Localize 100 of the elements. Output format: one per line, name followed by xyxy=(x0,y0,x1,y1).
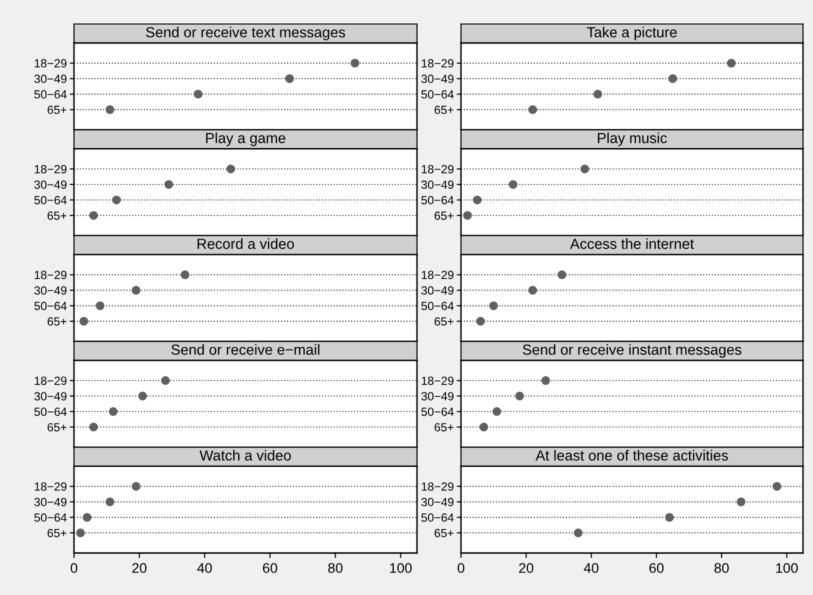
point xyxy=(558,270,566,280)
point xyxy=(76,528,85,538)
point xyxy=(350,58,360,68)
y-tick-label: 65+ xyxy=(48,423,66,432)
chart-title: Take a picture xyxy=(586,26,677,40)
point xyxy=(665,512,674,522)
y-tick-label: 65+ xyxy=(48,106,66,114)
y-tick-label: 50−64 xyxy=(34,513,67,522)
point xyxy=(132,286,140,295)
y-tick-label: 18−29 xyxy=(34,164,66,174)
chart-title: Play a game xyxy=(206,132,286,146)
y-tick-label: 18−29 xyxy=(422,270,454,280)
chart-title: Record a video xyxy=(198,238,294,250)
x-tick-label: 20 xyxy=(132,563,147,573)
point xyxy=(463,211,472,220)
point xyxy=(89,422,98,432)
x-tick-label: 20 xyxy=(519,563,534,573)
y-tick-label: 30−49 xyxy=(421,392,454,400)
x-tick-label: 40 xyxy=(584,563,598,573)
y-tick-label: 65+ xyxy=(434,106,454,114)
y-tick-label: 18−29 xyxy=(422,164,454,174)
point xyxy=(96,301,105,310)
y-tick-label: 30−49 xyxy=(421,286,454,295)
y-tick-label: 30−49 xyxy=(34,392,66,400)
y-tick-label: 30−49 xyxy=(34,180,66,189)
y-tick-label: 18−29 xyxy=(422,482,454,491)
point xyxy=(541,376,550,385)
y-tick-label: 18−29 xyxy=(422,376,454,385)
point xyxy=(285,74,294,84)
point xyxy=(138,392,147,400)
point xyxy=(489,301,498,310)
point xyxy=(508,180,518,189)
y-tick-label: 65+ xyxy=(434,211,454,220)
point xyxy=(726,58,736,68)
point xyxy=(164,180,174,189)
y-tick-label: 18−29 xyxy=(34,376,66,385)
point xyxy=(132,482,140,491)
chart-title: At least one of these activities xyxy=(536,450,728,461)
y-tick-label: 18−29 xyxy=(34,59,66,68)
y-tick-label: 65+ xyxy=(48,528,66,538)
y-tick-label: 30−49 xyxy=(421,74,454,84)
point xyxy=(479,422,488,432)
x-tick-label: 60 xyxy=(262,563,278,573)
point xyxy=(528,105,538,114)
point xyxy=(736,497,746,506)
chart-title: Watch a video xyxy=(200,450,291,461)
y-tick-label: 30−49 xyxy=(34,286,66,295)
y-tick-label: 50−64 xyxy=(34,302,67,310)
point xyxy=(472,196,482,204)
y-tick-label: 50−64 xyxy=(34,408,67,416)
x-tick-label: 0 xyxy=(70,563,78,573)
y-tick-label: 50−64 xyxy=(34,90,67,99)
point xyxy=(226,164,236,174)
chart-title: Access the internet xyxy=(570,238,694,250)
chart-title: Send or receive instant messages xyxy=(522,344,742,358)
y-tick-label: 30−49 xyxy=(421,180,454,189)
point xyxy=(194,90,203,99)
point xyxy=(161,376,170,385)
point xyxy=(108,407,118,416)
x-tick-label: 80 xyxy=(714,563,729,573)
point xyxy=(112,196,121,204)
point xyxy=(492,407,502,416)
x-tick-label: 100 xyxy=(390,563,412,573)
point xyxy=(772,482,782,491)
chart-title: Send or receive e−mail xyxy=(171,344,320,355)
y-tick-label: 50−64 xyxy=(421,513,454,522)
y-tick-label: 50−64 xyxy=(34,196,67,204)
x-tick-label: 0 xyxy=(458,563,464,573)
x-tick-label: 100 xyxy=(776,563,798,573)
chart-title: Send or receive text messages xyxy=(146,26,346,40)
point xyxy=(593,90,602,99)
point xyxy=(180,270,190,280)
point xyxy=(574,528,583,538)
y-tick-label: 30−49 xyxy=(34,74,66,84)
y-tick-label: 65+ xyxy=(434,423,454,432)
y-tick-label: 30−49 xyxy=(421,498,454,506)
y-tick-label: 18−29 xyxy=(34,270,66,280)
point xyxy=(79,316,88,326)
point xyxy=(89,211,98,220)
point xyxy=(515,392,524,400)
chart-title: Play music xyxy=(598,132,667,146)
point xyxy=(668,74,678,84)
point xyxy=(82,512,92,522)
y-tick-label: 65+ xyxy=(434,528,454,538)
y-tick-label: 30−49 xyxy=(34,498,66,506)
y-tick-label: 50−64 xyxy=(421,196,454,204)
point xyxy=(580,164,590,174)
y-tick-label: 18−29 xyxy=(422,59,454,68)
point xyxy=(476,316,485,326)
y-tick-label: 65+ xyxy=(48,317,66,326)
point xyxy=(106,105,114,114)
x-tick-label: 80 xyxy=(328,563,343,573)
x-tick-label: 40 xyxy=(197,563,212,573)
y-tick-label: 50−64 xyxy=(421,408,454,416)
y-tick-label: 50−64 xyxy=(421,90,454,99)
point xyxy=(106,497,114,506)
y-tick-label: 65+ xyxy=(48,211,66,220)
x-tick-label: 60 xyxy=(649,563,664,573)
y-tick-label: 50−64 xyxy=(421,302,454,310)
y-tick-label: 65+ xyxy=(434,317,454,326)
